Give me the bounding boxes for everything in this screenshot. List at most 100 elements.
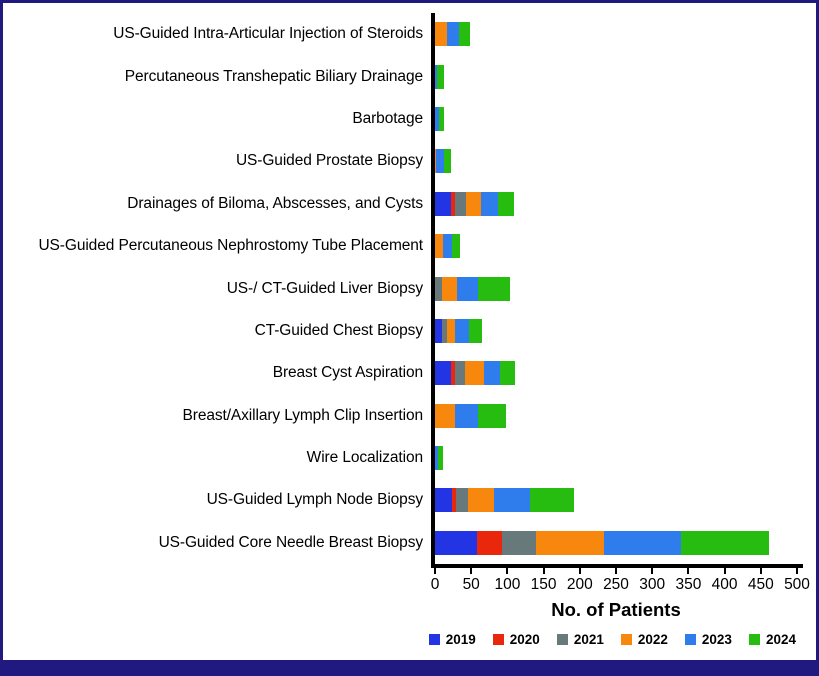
legend-swatch-2021 xyxy=(556,634,568,645)
bar-segment-2023 xyxy=(442,234,452,259)
category-label: US-Guided Percutaneous Nephrostomy Tube … xyxy=(38,237,423,255)
category-label: Drainages of Biloma, Abscesses, and Cyst… xyxy=(127,194,423,212)
bar-segment-2022 xyxy=(464,361,485,386)
x-axis-tick xyxy=(687,568,690,575)
bar-track xyxy=(435,149,451,174)
x-axis-tick xyxy=(723,568,726,575)
bar-segment-2024 xyxy=(437,64,444,89)
bar-segment-2024 xyxy=(500,361,516,386)
legend-item: 2019 xyxy=(428,632,476,647)
x-axis-tick xyxy=(578,568,581,575)
bar-segment-2023 xyxy=(484,361,501,386)
bar-segment-2024 xyxy=(458,22,470,47)
category-label: Breast/Axillary Lymph Clip Insertion xyxy=(182,406,424,424)
bar-segment-2022 xyxy=(466,191,482,216)
category-label: US-Guided Core Needle Breast Biopsy xyxy=(158,533,424,551)
bar-segment-2019 xyxy=(435,488,452,513)
bar-segment-2023 xyxy=(446,22,459,47)
bar-row: US-Guided Prostate Biopsy xyxy=(3,140,816,182)
category-label: Barbotage xyxy=(352,109,423,127)
category-label: Percutaneous Transhepatic Biliary Draina… xyxy=(124,67,423,85)
bar-row: US-Guided Percutaneous Nephrostomy Tube … xyxy=(3,225,816,267)
bar-segment-2024 xyxy=(477,403,506,428)
x-axis-tick-label: 0 xyxy=(430,576,440,594)
bar-row: Drainages of Biloma, Abscesses, and Cyst… xyxy=(3,183,816,225)
bar-track xyxy=(435,276,510,301)
bar-track xyxy=(435,403,506,428)
x-axis-tick-label: 250 xyxy=(603,576,629,594)
bar-segment-2024 xyxy=(497,191,514,216)
bar-row: US-Guided Lymph Node Biopsy xyxy=(3,479,816,521)
legend-label: 2022 xyxy=(637,632,668,647)
x-axis-tick xyxy=(506,568,509,575)
x-axis-tick xyxy=(615,568,617,575)
bar-segment-2019 xyxy=(435,191,451,216)
bar-segment-2021 xyxy=(441,318,447,343)
bar-segment-2022 xyxy=(435,403,456,428)
legend-swatch-2023 xyxy=(684,634,696,645)
bar-row: US-Guided Core Needle Breast Biopsy xyxy=(3,522,816,564)
legend-item: 2022 xyxy=(620,632,668,647)
category-label: US-Guided Intra-Articular Injection of S… xyxy=(113,25,423,43)
x-axis-tick-label: 150 xyxy=(530,576,557,594)
bar-track xyxy=(435,106,444,131)
bar-segment-2019 xyxy=(435,318,442,343)
legend-swatch-2020 xyxy=(492,634,504,645)
bar-segment-2023 xyxy=(457,276,478,301)
bar-segment-2024 xyxy=(529,488,574,513)
bar-segment-2023 xyxy=(481,191,498,216)
bar-segment-2024 xyxy=(437,446,443,471)
bar-segment-2024 xyxy=(451,234,460,259)
bar-segment-2022 xyxy=(435,22,447,47)
bar-row: US-/ CT-Guided Liver Biopsy xyxy=(3,267,816,309)
bar-segment-2021 xyxy=(455,361,465,386)
bar-segment-2023 xyxy=(494,488,530,513)
legend-label: 2021 xyxy=(573,632,604,647)
bar-row: Breast/Axillary Lymph Clip Insertion xyxy=(3,395,816,437)
bar-segment-2024 xyxy=(469,318,483,343)
category-label: CT-Guided Chest Biopsy xyxy=(254,321,423,339)
category-label: US-Guided Lymph Node Biopsy xyxy=(206,491,424,509)
legend-label: 2020 xyxy=(509,632,540,647)
bar-segment-2022 xyxy=(435,234,443,259)
bar-segment-2024 xyxy=(439,106,444,131)
legend-label: 2019 xyxy=(445,632,476,647)
bar-row: Wire Localization xyxy=(3,437,816,479)
bar-track xyxy=(435,530,769,555)
category-label: US-/ CT-Guided Liver Biopsy xyxy=(226,279,423,297)
bar-segment-2023 xyxy=(435,446,438,471)
x-axis-tick-label: 300 xyxy=(639,576,666,594)
bottom-band xyxy=(3,660,816,673)
plot-area: US-Guided Intra-Articular Injection of S… xyxy=(3,13,816,593)
x-axis-tick xyxy=(651,568,654,575)
bar-row: Percutaneous Transhepatic Biliary Draina… xyxy=(3,55,816,97)
bar-track xyxy=(435,318,483,343)
x-axis-tick xyxy=(796,568,798,575)
x-axis-title: No. of Patients xyxy=(551,599,681,620)
legend-item: 2024 xyxy=(748,632,796,647)
legend-label: 2024 xyxy=(765,632,796,647)
bar-segment-2022 xyxy=(446,318,455,343)
legend-swatch-2022 xyxy=(620,634,632,645)
x-axis-tick-label: 500 xyxy=(784,576,810,594)
bar-segment-2023 xyxy=(603,530,682,555)
legend-item: 2020 xyxy=(492,632,540,647)
x-axis-line xyxy=(431,564,803,569)
bar-track xyxy=(435,191,514,216)
x-axis-tick xyxy=(470,568,473,575)
legend-item: 2023 xyxy=(684,632,732,647)
bar-segment-2021 xyxy=(501,530,536,555)
bar-row: CT-Guided Chest Biopsy xyxy=(3,310,816,352)
bar-row: Breast Cyst Aspiration xyxy=(3,352,816,394)
bar-track xyxy=(435,22,470,47)
bar-segment-2023 xyxy=(435,106,440,131)
x-axis-tick xyxy=(542,568,545,575)
bar-segment-2022 xyxy=(435,149,437,174)
bar-segment-2021 xyxy=(455,488,468,513)
bar-segment-2024 xyxy=(477,276,510,301)
bar-track xyxy=(435,64,444,89)
bar-segment-2019 xyxy=(435,361,451,386)
legend: 2019 2020 2021 2022 2023 2024 xyxy=(428,632,796,647)
x-axis-tick xyxy=(434,568,436,575)
